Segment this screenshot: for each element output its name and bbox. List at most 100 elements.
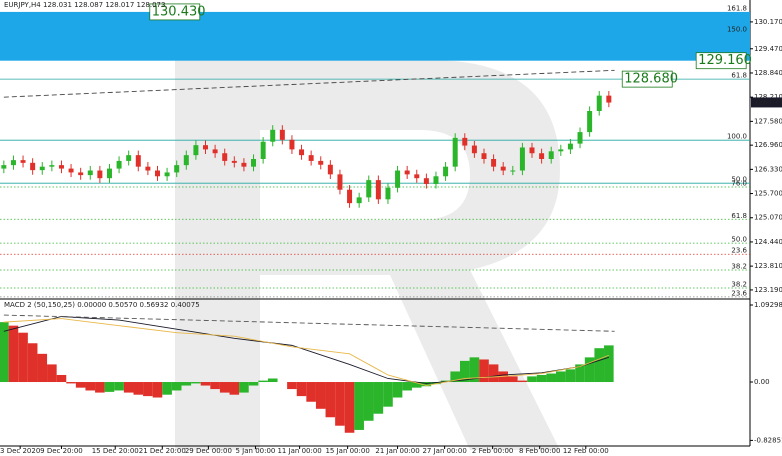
candle-body <box>385 187 391 200</box>
candle-body <box>251 158 257 167</box>
current-price-label: 128.073 <box>754 98 782 106</box>
candle-body <box>491 158 497 167</box>
candle-body <box>20 160 26 163</box>
candle-body <box>279 129 285 140</box>
macd-bar <box>104 382 115 392</box>
fib-label: 76.0 <box>731 180 747 188</box>
fib-label: 50.0 <box>731 176 747 184</box>
macd-bar <box>421 382 432 387</box>
macd-bar <box>383 382 393 407</box>
candle-body <box>519 147 525 171</box>
macd-bar <box>546 373 557 383</box>
chart-title: EURJPY,H4 128.031 128.087 128.017 128.07… <box>4 1 165 9</box>
candle-body <box>404 170 410 175</box>
macd-bar <box>335 382 345 426</box>
annotation-box <box>695 52 747 70</box>
candle-body <box>471 145 477 154</box>
macd-bar <box>363 382 374 421</box>
candle-body <box>577 132 583 144</box>
macd-bar <box>114 382 124 391</box>
macd-bar <box>8 325 19 383</box>
macd-bar <box>402 382 412 391</box>
watermark <box>175 60 560 450</box>
macd-bar <box>191 382 201 384</box>
macd-bar <box>306 382 316 402</box>
macd-bar <box>296 382 307 397</box>
y-tick-label: 125.700 <box>754 190 782 198</box>
x-tick-label: 21 Jan 00:00 <box>375 447 419 455</box>
candle-body <box>135 155 141 167</box>
macd-bar <box>171 382 182 391</box>
y-tick-label: 125.070 <box>754 214 782 222</box>
macd-bar <box>411 382 422 388</box>
y-tick-label: 1.09298 <box>754 301 782 309</box>
macd-bar <box>75 382 86 388</box>
candle-body <box>299 149 305 156</box>
x-tick-label: 2 Feb 00:00 <box>472 447 513 455</box>
candle-body <box>548 151 554 159</box>
candle-body <box>222 153 228 161</box>
target-zone <box>0 11 750 61</box>
candle-body <box>97 170 103 179</box>
candle-body <box>10 160 16 166</box>
macd-bar <box>66 382 76 384</box>
macd-bar <box>181 382 192 386</box>
candle-body <box>587 110 593 133</box>
candle-body <box>231 160 237 163</box>
macd-bar <box>133 382 144 395</box>
fib-label: 23.6 <box>731 247 747 255</box>
macd-bar <box>18 332 28 383</box>
candle-body <box>154 170 160 177</box>
candle-body <box>39 166 45 171</box>
fib-label: 50.0 <box>731 236 747 244</box>
macd-bar <box>123 382 134 393</box>
y-tick-label: 128.840 <box>754 69 782 77</box>
candle-body <box>58 165 64 169</box>
candle-body <box>433 176 439 184</box>
macd-bar <box>267 378 278 383</box>
candle-body <box>318 160 324 165</box>
y-tick-label: 126.330 <box>754 165 782 173</box>
annotation-label: 128.680 <box>624 72 678 87</box>
candle-body <box>606 95 612 103</box>
y-tick-label: 123.810 <box>754 262 782 270</box>
candle-body <box>558 149 564 152</box>
candle-body <box>174 165 180 173</box>
current-price-box <box>751 97 782 108</box>
candle-body <box>78 172 84 176</box>
candle-body <box>529 147 535 154</box>
macd-bar <box>450 371 460 383</box>
candle-body <box>375 180 381 200</box>
macd-bar <box>258 380 268 383</box>
candle-body <box>539 153 545 159</box>
y-tick-label: 129.470 <box>754 45 782 53</box>
candle-body <box>500 166 506 171</box>
macd-bar <box>95 382 105 393</box>
annotation-label: 129.160 <box>698 53 752 68</box>
candle-body <box>49 165 55 167</box>
macd-bar <box>604 345 614 383</box>
macd-bar <box>527 376 537 383</box>
candle-body <box>567 143 573 150</box>
macd-bar <box>219 382 230 393</box>
macd-bar <box>469 357 480 383</box>
candle-body <box>212 149 218 154</box>
x-tick-label: 12 Feb 00:00 <box>563 447 609 455</box>
macd-bar <box>459 360 470 383</box>
candle-body <box>337 174 343 190</box>
candle-body <box>241 162 247 167</box>
indicator-title: MACD 2 (50,150,25) 0.00000 0.50570 0.569… <box>4 301 200 309</box>
y-tick-label: 126.960 <box>754 141 782 149</box>
annotation-box <box>621 70 673 88</box>
macd-bar <box>479 359 489 383</box>
candle-body <box>366 180 372 198</box>
macd-bar <box>143 382 153 397</box>
candle-body <box>116 160 122 169</box>
macd-bar <box>85 382 96 391</box>
candle-body <box>462 137 468 146</box>
macd-bar <box>315 382 326 409</box>
macd-bar <box>248 382 259 386</box>
macd-bar <box>392 382 403 398</box>
fib-label: 23.6 <box>731 289 747 297</box>
